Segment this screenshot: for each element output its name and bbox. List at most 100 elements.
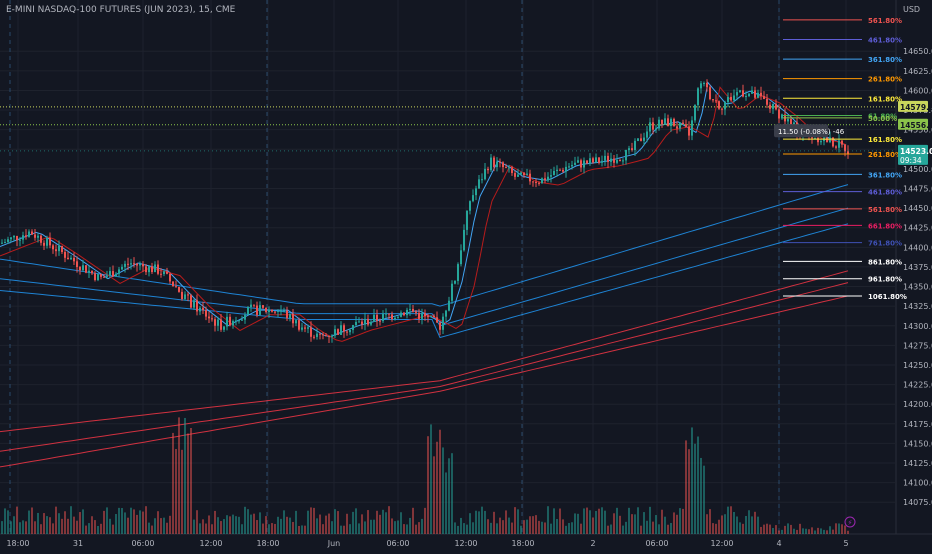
candle-body — [238, 320, 240, 322]
volume-bar — [484, 510, 486, 534]
volume-bar — [433, 456, 435, 534]
volume-bar — [379, 514, 381, 534]
volume-bar — [829, 526, 831, 534]
fib-label: 361.80% — [868, 56, 902, 64]
candle-body — [616, 160, 618, 163]
volume-bar — [595, 510, 597, 534]
candle-body — [484, 168, 486, 180]
volume-bar — [37, 512, 39, 534]
volume-bar — [688, 449, 690, 534]
candle-body — [604, 155, 606, 161]
price-tick-label: 14250.00 — [903, 361, 932, 370]
candle-body — [679, 122, 681, 129]
candle-body — [100, 274, 102, 277]
volume-bar — [565, 525, 567, 534]
candle-body — [355, 322, 357, 326]
volume-bar — [400, 512, 402, 534]
time-tick-label: Jun — [327, 539, 341, 548]
volume-bar — [559, 508, 561, 534]
candle-body — [529, 173, 531, 182]
candle-body — [418, 312, 420, 319]
volume-bar — [280, 518, 282, 534]
volume-bar — [718, 519, 720, 534]
volume-bar — [322, 524, 324, 534]
volume-bar — [604, 510, 606, 534]
price-tick-label: 14600.00 — [903, 86, 932, 95]
volume-bar — [679, 508, 681, 534]
candle-body — [154, 264, 156, 273]
candle-body — [343, 325, 345, 332]
candle-body — [112, 271, 114, 277]
candle-body — [583, 160, 585, 168]
candle-body — [34, 234, 36, 238]
candle-body — [205, 310, 207, 317]
candle-body — [295, 320, 297, 324]
volume-bar — [532, 516, 534, 534]
volume-bar — [445, 472, 447, 534]
fib-label: 161.80% — [868, 95, 902, 103]
candle-body — [256, 305, 258, 315]
ma-line-blue — [0, 184, 849, 307]
volume-bar — [520, 525, 522, 534]
time-tick-label: 18:00 — [511, 539, 534, 548]
candle-body — [586, 160, 588, 164]
volume-bar — [424, 507, 426, 534]
volume-bar — [754, 511, 756, 534]
candle-body — [745, 96, 747, 98]
volume-bar — [76, 520, 78, 534]
volume-bar — [331, 521, 333, 534]
candle-body — [64, 252, 66, 258]
fib-label: 161.80% — [868, 136, 902, 144]
candle-body — [502, 162, 504, 168]
volume-bar — [385, 512, 387, 534]
volume-bar — [184, 417, 186, 534]
volume-bar — [700, 457, 702, 534]
volume-bar — [817, 527, 819, 534]
lightning-icon-glyph: ⚡ — [848, 519, 853, 527]
volume-bar — [22, 520, 24, 534]
fib-label: 361.80% — [868, 171, 902, 179]
volume-bar — [778, 530, 780, 534]
candle-body — [706, 82, 708, 88]
candle-body — [451, 283, 453, 301]
candle-body — [781, 114, 783, 119]
volume-bar — [724, 514, 726, 534]
volume-bar — [703, 465, 705, 534]
volume-bar — [373, 519, 375, 534]
candle-body — [391, 314, 393, 320]
volume-bar — [781, 529, 783, 534]
volume-bar — [316, 518, 318, 534]
candle-body — [694, 105, 696, 121]
candle-body — [700, 83, 702, 89]
candle-body — [607, 155, 609, 162]
candle-body — [541, 178, 543, 184]
volume-bar — [616, 507, 618, 534]
candle-body — [637, 138, 639, 141]
volume-bar — [364, 521, 366, 534]
volume-bar — [130, 507, 132, 534]
fib-label: 761.80% — [868, 240, 902, 248]
candle-body — [475, 188, 477, 196]
candle-body — [61, 245, 63, 253]
candle-body — [562, 169, 564, 172]
volume-bar — [67, 518, 69, 534]
candle-body — [499, 161, 501, 163]
volume-bar — [526, 519, 528, 534]
volume-bar — [223, 519, 225, 534]
volume-bar — [235, 516, 237, 534]
candle-body — [649, 122, 651, 132]
volume-bar — [820, 528, 822, 534]
candle-body — [841, 140, 843, 145]
candle-body — [277, 311, 279, 313]
candle-body — [472, 195, 474, 202]
volume-bar — [85, 525, 87, 534]
candle-body — [235, 320, 237, 322]
price-tick-label: 14225.00 — [903, 381, 932, 390]
candle-body — [121, 266, 123, 270]
candle-body — [673, 118, 675, 127]
volume-bar — [310, 507, 312, 534]
volume-bar — [838, 523, 840, 534]
price-tick-label: 14075.00 — [903, 498, 932, 507]
